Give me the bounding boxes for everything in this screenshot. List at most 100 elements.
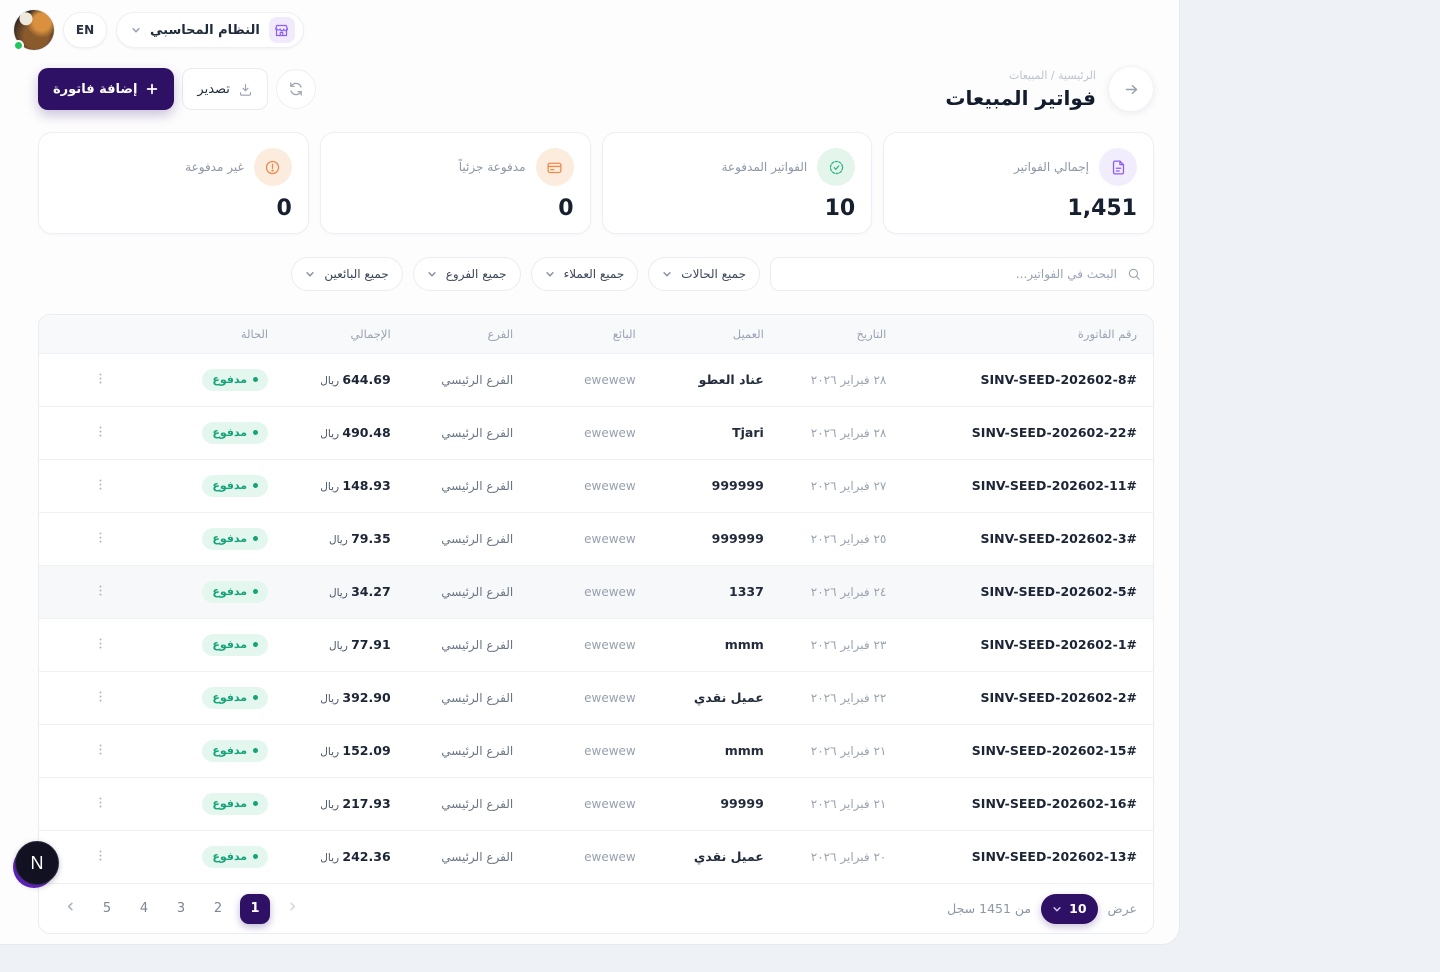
invoice-number-cell[interactable]: #SINV-SEED-202602-1 xyxy=(902,617,1153,671)
add-invoice-button[interactable]: إضافة فاتورة xyxy=(38,68,175,110)
status-dot-icon xyxy=(253,748,259,753)
invoice-number-cell[interactable]: #SINV-SEED-202602-2 xyxy=(902,670,1153,724)
page-button-4[interactable]: 4 xyxy=(129,894,159,924)
check-circle-icon xyxy=(817,148,856,186)
page-button-3[interactable]: 3 xyxy=(166,894,196,924)
invoice-number-cell[interactable]: #SINV-SEED-202602-11 xyxy=(902,458,1153,512)
avatar[interactable] xyxy=(13,10,54,51)
kebab-icon xyxy=(93,742,108,760)
kebab-icon xyxy=(93,477,108,495)
refresh-button[interactable] xyxy=(275,69,316,109)
status-label: مدفوع xyxy=(212,426,248,439)
customer-cell: 1337 xyxy=(651,564,780,618)
seller-cell: ewewew xyxy=(529,564,652,618)
date-cell: ٢٨ فبراير ٢٠٢٦ xyxy=(779,352,903,406)
column-header-2: العميل xyxy=(651,315,780,353)
filter-customers[interactable]: جميع العملاء xyxy=(530,257,639,291)
invoice-number-cell[interactable]: #SINV-SEED-202602-13 xyxy=(902,829,1153,883)
column-header-0: رقم الفاتورة xyxy=(902,315,1153,353)
online-status-dot xyxy=(13,40,24,51)
alert-circle-icon xyxy=(253,148,292,186)
stats-row: إجمالي الفواتير 1,451 الفواتير المدفوعة 10 م… xyxy=(0,112,1179,234)
date-cell: ٢١ فبراير ٢٠٢٦ xyxy=(779,776,903,830)
filter-status[interactable]: جميع الحالات xyxy=(648,257,760,291)
filter-branches[interactable]: جميع الفروع xyxy=(412,257,521,291)
actions-cell xyxy=(39,405,162,459)
page-button-5[interactable]: 5 xyxy=(92,894,122,924)
status-label: مدفوع xyxy=(212,532,248,545)
table-row[interactable]: #SINV-SEED-202602-16 ٢١ فبراير ٢٠٢٦ 99999 e… xyxy=(39,776,1153,830)
table-row[interactable]: #SINV-SEED-202602-3 ٢٥ فبراير ٢٠٢٦ 999999 e… xyxy=(39,511,1153,565)
search-box xyxy=(770,257,1154,291)
actions-cell xyxy=(39,564,162,618)
branch-cell: الفرع الرئيسي xyxy=(406,723,530,777)
main-panel: EN النظام المحاسبي الرئيسية / المبيعات ف… xyxy=(0,0,1180,945)
filter-label: جميع البائعين xyxy=(324,267,389,281)
language-toggle-button[interactable]: EN xyxy=(63,12,107,48)
branch-cell: الفرع الرئيسي xyxy=(406,458,530,512)
invoice-number-cell[interactable]: #SINV-SEED-202602-16 xyxy=(902,776,1153,830)
refresh-icon xyxy=(288,81,304,97)
actions-cell xyxy=(39,511,162,565)
row-actions-button[interactable] xyxy=(89,526,112,552)
filters-row: جميع الحالات جميع العملاء جميع الفروع جميع … xyxy=(0,234,1179,291)
table-row[interactable]: #SINV-SEED-202602-1 ٢٣ فبراير ٢٠٢٦ mmm ewew… xyxy=(39,617,1153,671)
row-actions-button[interactable] xyxy=(89,632,112,658)
row-actions-button[interactable] xyxy=(89,579,112,605)
row-actions-button[interactable] xyxy=(89,738,112,764)
row-actions-button[interactable] xyxy=(89,791,112,817)
status-dot-icon xyxy=(253,801,259,806)
status-label: مدفوع xyxy=(212,797,248,810)
row-actions-button[interactable] xyxy=(89,367,112,393)
per-page-select[interactable]: 10 xyxy=(1041,893,1098,924)
stat-value: 0 xyxy=(276,196,292,221)
invoice-number-cell[interactable]: #SINV-SEED-202602-8 xyxy=(902,352,1153,406)
table-row[interactable]: #SINV-SEED-202602-5 ٢٤ فبراير ٢٠٢٦ 1337 ewe… xyxy=(39,564,1153,618)
next-page-button[interactable] xyxy=(277,894,307,924)
page-button-2[interactable]: 2 xyxy=(203,894,233,924)
nextjs-dev-button[interactable]: N xyxy=(15,841,59,885)
branch-cell: الفرع الرئيسي xyxy=(406,405,530,459)
row-actions-button[interactable] xyxy=(89,685,112,711)
kebab-icon xyxy=(93,530,108,548)
records-total: من 1451 سجل xyxy=(947,901,1032,916)
chevron-down-icon xyxy=(305,269,315,279)
row-actions-button[interactable] xyxy=(89,420,112,446)
invoice-number-cell[interactable]: #SINV-SEED-202602-5 xyxy=(902,564,1153,618)
branch-cell: الفرع الرئيسي xyxy=(406,617,530,671)
customer-cell: 999999 xyxy=(651,511,780,565)
status-dot-icon xyxy=(253,695,259,700)
status-label: مدفوع xyxy=(212,638,248,651)
prev-page-button[interactable] xyxy=(55,894,85,924)
table-row[interactable]: #SINV-SEED-202602-22 ٢٨ فبراير ٢٠٢٦ Tjari e… xyxy=(39,405,1153,459)
system-menu-button[interactable]: النظام المحاسبي xyxy=(116,12,304,48)
status-cell: مدفوع xyxy=(161,776,285,830)
status-badge: مدفوع xyxy=(202,527,269,550)
row-actions-button[interactable] xyxy=(89,844,112,870)
filter-sellers[interactable]: جميع البائعين xyxy=(291,257,403,291)
table-row[interactable]: #SINV-SEED-202602-15 ٢١ فبراير ٢٠٢٦ mmm ewe… xyxy=(39,723,1153,777)
download-icon xyxy=(238,82,253,97)
search-input[interactable] xyxy=(783,266,1119,282)
actions-cell xyxy=(39,352,162,406)
stat-value: 1,451 xyxy=(1067,196,1137,221)
invoice-number-cell[interactable]: #SINV-SEED-202602-3 xyxy=(902,511,1153,565)
filter-label: جميع الفروع xyxy=(445,267,507,281)
row-actions-button[interactable] xyxy=(89,473,112,499)
table-row[interactable]: #SINV-SEED-202602-2 ٢٢ فبراير ٢٠٢٦ عميل نق… xyxy=(39,670,1153,724)
table-row[interactable]: #SINV-SEED-202602-8 ٢٨ فبراير ٢٠٢٦ عناد ال… xyxy=(39,352,1153,406)
column-header-3: البائع xyxy=(529,315,652,353)
export-button[interactable]: تصدير xyxy=(182,68,268,110)
invoice-number-cell[interactable]: #SINV-SEED-202602-15 xyxy=(902,723,1153,777)
table-row[interactable]: #SINV-SEED-202602-13 ٢٠ فبراير ٢٠٢٦ عميل ن… xyxy=(39,829,1153,883)
back-button[interactable] xyxy=(1108,66,1154,112)
actions-cell xyxy=(39,458,162,512)
invoice-number-cell[interactable]: #SINV-SEED-202602-22 xyxy=(902,405,1153,459)
status-label: مدفوع xyxy=(212,744,248,757)
status-badge: مدفوع xyxy=(202,686,269,709)
branch-cell: الفرع الرئيسي xyxy=(406,776,530,830)
page-button-1[interactable]: 1 xyxy=(240,893,270,924)
date-cell: ٢٨ فبراير ٢٠٢٦ xyxy=(779,405,903,459)
table-row[interactable]: #SINV-SEED-202602-11 ٢٧ فبراير ٢٠٢٦ 999999… xyxy=(39,458,1153,512)
date-cell: ٢١ فبراير ٢٠٢٦ xyxy=(779,723,903,777)
